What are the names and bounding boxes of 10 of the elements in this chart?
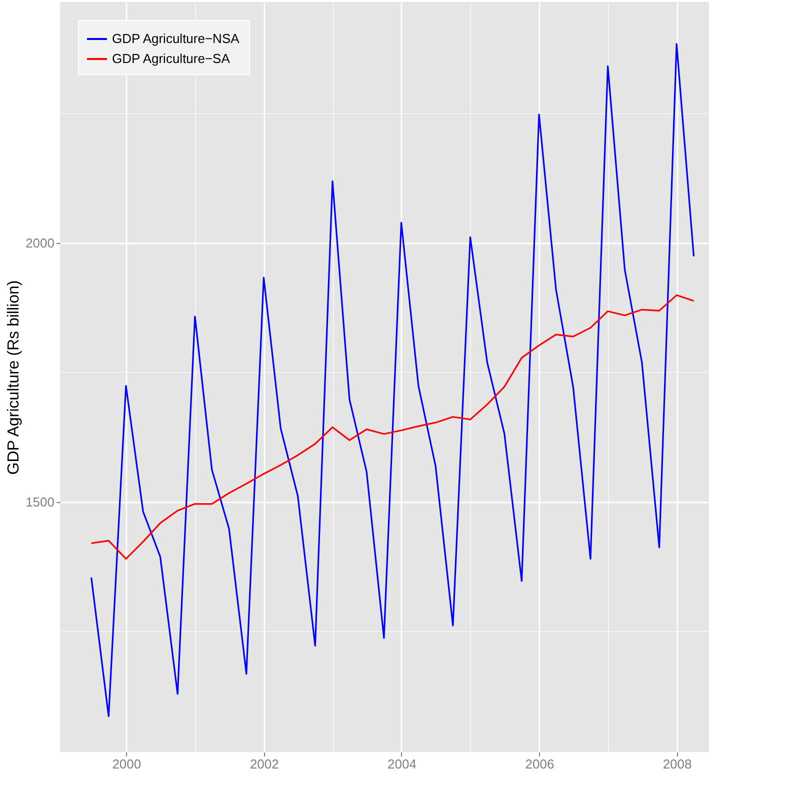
x-tick-label: 2006 (525, 756, 554, 772)
x-tick-label: 2002 (250, 756, 279, 772)
x-tick-label: 2008 (662, 756, 692, 772)
y-axis-title: GDP Agriculture (Rs billion) (6, 280, 23, 475)
legend-label: GDP Agriculture−SA (112, 51, 230, 66)
legend-label: GDP Agriculture−NSA (112, 31, 240, 46)
x-tick-label: 2004 (388, 756, 416, 772)
x-tick-label: 2000 (112, 756, 142, 772)
y-tick-label: 1500 (26, 494, 54, 510)
line-series (90, 294, 695, 560)
